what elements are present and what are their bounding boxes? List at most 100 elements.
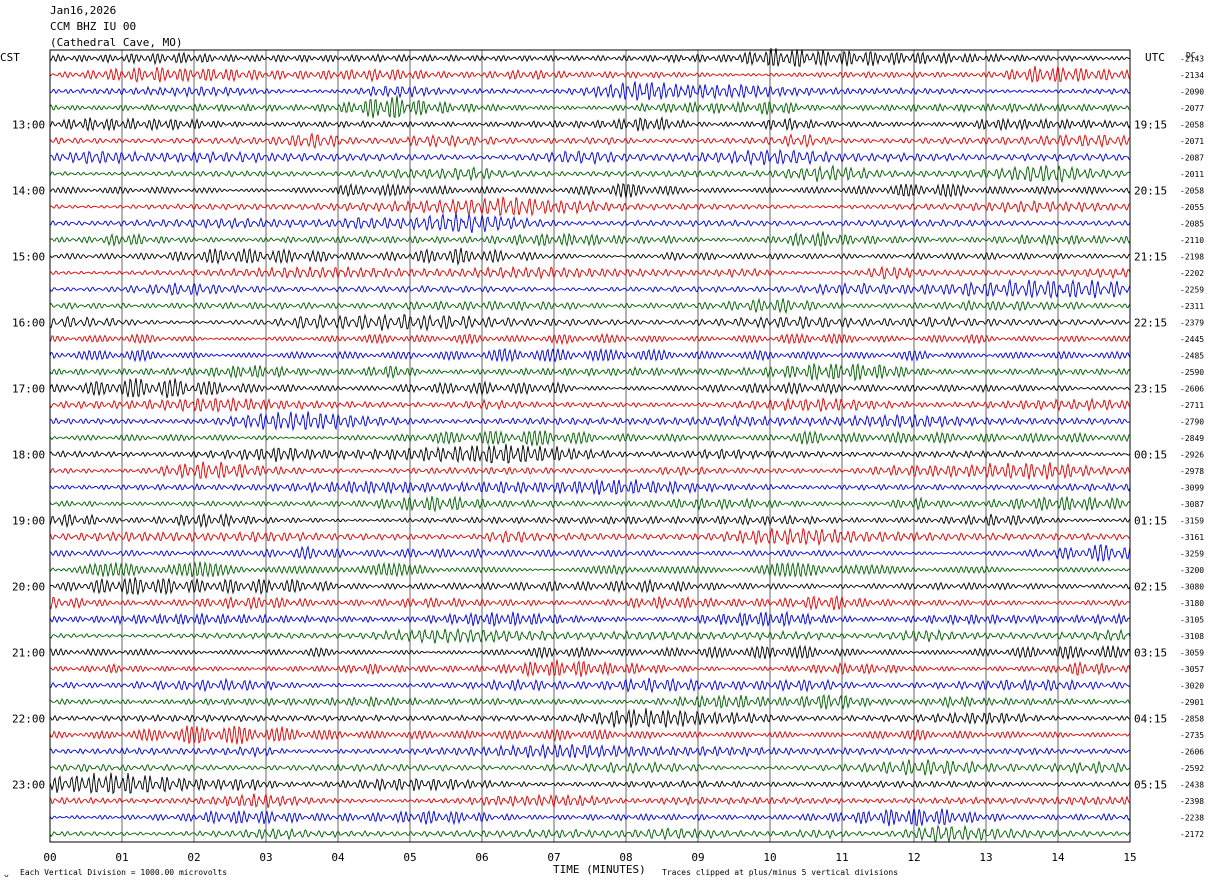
x-tick-label: 05 [403, 851, 416, 864]
cst-label: CST [0, 51, 20, 64]
utc-hour-label: 01:15 [1134, 514, 1167, 527]
utc-hour-label: 02:15 [1134, 580, 1167, 593]
cst-hour-label: 20:00 [12, 580, 45, 593]
trace-line [49, 81, 1131, 101]
dc-offset: -2311 [1180, 302, 1204, 311]
trace-line [49, 378, 1131, 399]
utc-hour-label: 03:15 [1134, 646, 1167, 659]
dc-offset: -2445 [1180, 335, 1204, 344]
utc-hour-label: 19:15 [1134, 118, 1167, 131]
plot-frame [49, 49, 1131, 843]
dc-offset: -2202 [1180, 269, 1204, 278]
dc-offset: -3105 [1180, 615, 1204, 624]
dc-offset: -2087 [1180, 153, 1204, 162]
dc-offset: -2238 [1180, 813, 1204, 822]
dc-offset: -3180 [1180, 599, 1204, 608]
trace-line [49, 297, 1131, 315]
dc-offset: -2398 [1180, 797, 1204, 806]
trace-line [49, 397, 1131, 414]
dc-offset: -2071 [1180, 137, 1204, 146]
trace-line [49, 610, 1131, 628]
dc-offset: -3200 [1180, 566, 1204, 575]
utc-hour-label: 05:15 [1134, 778, 1167, 791]
trace-line [49, 231, 1131, 248]
corner-mark: ᴗ [4, 870, 9, 879]
x-tick-label: 11 [835, 851, 848, 864]
trace-line [49, 411, 1131, 432]
trace-line [49, 792, 1131, 809]
x-tick-label: 04 [331, 851, 345, 864]
dc-offset: -2085 [1180, 219, 1204, 228]
dc-offset: -2606 [1180, 747, 1204, 756]
x-tick-label: 12 [907, 851, 920, 864]
plot-date: Jan16,2026 [50, 4, 117, 17]
utc-hour-label: 22:15 [1134, 316, 1167, 329]
trace-line [49, 708, 1131, 728]
x-tick-label: 00 [43, 851, 56, 864]
trace-line [49, 443, 1131, 464]
dc-offset: -2172 [1180, 830, 1204, 839]
trace-line [49, 265, 1131, 281]
trace-line [49, 362, 1131, 382]
trace-line [49, 659, 1131, 678]
trace-line [49, 627, 1131, 645]
trace-line [49, 132, 1131, 150]
trace-line [49, 824, 1131, 842]
trace-line [49, 561, 1131, 578]
clip-note: Traces clipped at plus/minus 5 vertical … [662, 868, 898, 877]
cst-hour-label: 16:00 [12, 316, 45, 329]
trace-line [49, 148, 1131, 167]
trace-line [49, 332, 1131, 346]
dc-offset: -2858 [1180, 714, 1204, 723]
utc-hour-label: 21:15 [1134, 250, 1167, 263]
trace-line [49, 278, 1131, 299]
trace-line [49, 247, 1131, 266]
dc-offset: -2485 [1180, 351, 1204, 360]
utc-hour-label: 04:15 [1134, 712, 1167, 725]
trace-line [49, 743, 1131, 760]
trace-line [49, 595, 1131, 611]
dc-offset: -3087 [1180, 500, 1204, 509]
cst-hour-label: 21:00 [12, 646, 45, 659]
dc-offset: -2926 [1180, 450, 1204, 459]
cst-hour-label: 18:00 [12, 448, 45, 461]
trace-line [49, 65, 1131, 83]
trace-line [49, 48, 1131, 67]
trace-line [49, 693, 1131, 710]
utc-hour-labels: 19:15 20:15 21:15 22:15 23:15 00:15 01:15 02:15… [1134, 118, 1167, 791]
x-tick-label: 03 [259, 851, 272, 864]
minute-grid [121, 50, 1059, 842]
dc-offset-labels: -2143 -2134 -2090 -2077 -2058 -2071 -2087 -2011… [1180, 54, 1204, 839]
trace-line [49, 479, 1131, 496]
trace-line [49, 543, 1131, 562]
dc-offset: -2590 [1180, 368, 1204, 377]
trace-line [49, 347, 1131, 363]
dc-offset: -2143 [1180, 54, 1204, 63]
cst-hour-label: 22:00 [12, 712, 45, 725]
dc-offset: -3159 [1180, 516, 1204, 525]
cst-hour-label: 19:00 [12, 514, 45, 527]
dc-offset: -3059 [1180, 648, 1204, 657]
trace-line [49, 212, 1131, 233]
trace-line [49, 725, 1131, 745]
utc-hour-label: 20:15 [1134, 184, 1167, 197]
trace-line [49, 164, 1131, 184]
trace-line [49, 577, 1131, 596]
utc-hour-label: 00:15 [1134, 448, 1167, 461]
station-location: (Cathedral Cave, MO) [50, 36, 183, 49]
dc-offset: -2077 [1180, 104, 1204, 113]
station-id: CCM BHZ IU 00 [50, 20, 137, 33]
trace-line [49, 182, 1131, 198]
trace-line [49, 527, 1131, 547]
dc-offset: -2058 [1180, 120, 1204, 129]
trace-line [49, 429, 1131, 446]
trace-line [49, 313, 1131, 332]
minute-tick-labels: 00 01 02 03 04 05 06 07 08 09 10 11 12 13 14 15 [43, 851, 1136, 864]
x-tick-label: 07 [547, 851, 560, 864]
cst-hour-label: 23:00 [12, 778, 45, 791]
x-tick-label: 13 [979, 851, 992, 864]
dc-offset: -2110 [1180, 236, 1204, 245]
scale-note: Each Vertical Division = 1000.00 microvo… [20, 868, 227, 877]
x-tick-label: 02 [187, 851, 200, 864]
trace-line [49, 461, 1131, 480]
